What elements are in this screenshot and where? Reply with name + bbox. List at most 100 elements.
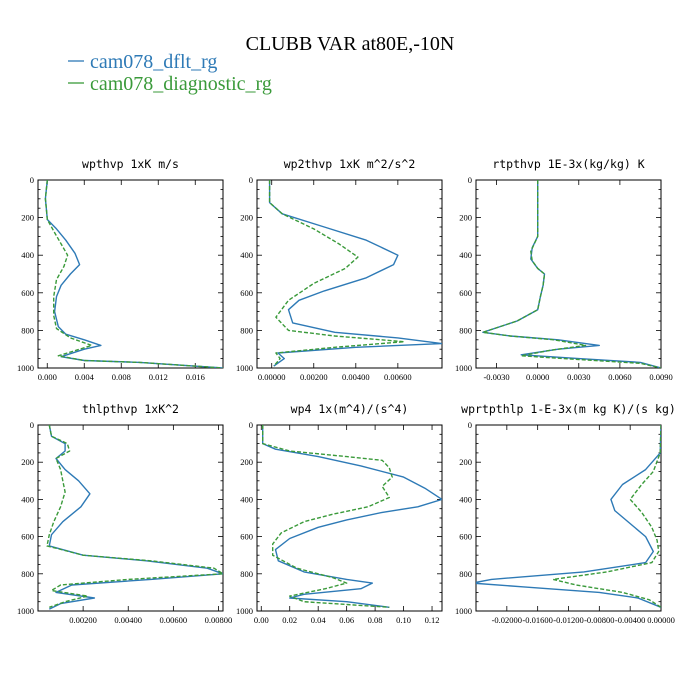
panel-3: thlpthvp 1xK^2 0 200 400 600 800 1000 0.00200 0.…	[17, 402, 232, 625]
panel-3-ytick-label: 400	[21, 494, 34, 504]
panel-3-ytick-label: 1000	[17, 606, 34, 616]
panel-0-xtick-label: 0.000	[38, 372, 57, 382]
panel-0-frame	[38, 180, 223, 368]
panel-1-xtick-label: 0.00600	[384, 372, 412, 382]
panel-4-xtick-label: 0.10	[396, 615, 411, 625]
panel-2-ytick-label: 200	[459, 213, 472, 223]
panel-3-title: thlpthvp 1xK^2	[82, 402, 179, 416]
panel-5-ytick-label: 800	[459, 569, 472, 579]
panel-4-ytick-label: 800	[240, 569, 253, 579]
panel-1-ytick-label: 1000	[236, 363, 253, 373]
panel-4-xtick-label: 0.00	[254, 615, 269, 625]
panel-2-ytick-label: 400	[459, 250, 472, 260]
panel-3-series-0	[49, 425, 223, 609]
panel-1-ytick-label: 400	[240, 250, 253, 260]
panel-2-ytick-label: 600	[459, 288, 472, 298]
panel-5-xtick-label: -0.01600	[522, 615, 552, 625]
panel-5-xtick-label: -0.00400	[615, 615, 645, 625]
panel-1-ytick-label: 800	[240, 325, 253, 335]
panel-5: wprtpthlp 1-E-3x(m kg K)/(s kg) 0 200 400 60…	[455, 402, 676, 625]
panel-3-ytick-label: 600	[21, 532, 34, 542]
panel-4-xtick-label: 0.06	[339, 615, 354, 625]
panel-3-ytick-label: 800	[21, 569, 34, 579]
panel-1-xtick-label: 0.00400	[342, 372, 370, 382]
legend-label-1: cam078_diagnostic_rg	[90, 73, 272, 95]
panel-2-series-1	[483, 180, 661, 368]
panel-0-ytick-label: 0	[30, 175, 34, 185]
panel-1-xtick-label: 0.00000	[258, 372, 286, 382]
panel-1-series-1	[270, 180, 405, 366]
panel-3-xtick-label: 0.00400	[114, 615, 142, 625]
panel-2-xtick-label: 0.0090	[649, 372, 672, 382]
panel-2-series-0	[483, 180, 661, 368]
panel-0-series-0	[45, 180, 223, 368]
panel-2-xtick-label: 0.0060	[608, 372, 631, 382]
panel-5-series-1	[553, 425, 661, 607]
panel-2-xtick-label: 0.0030	[567, 372, 590, 382]
panel-5-ytick-label: 200	[459, 457, 472, 467]
legend: cam078_dflt_rg cam078_diagnostic_rg	[68, 51, 272, 95]
panel-4-xtick-label: 0.02	[282, 615, 297, 625]
chart-title: CLUBB VAR at80E,-10N	[246, 33, 455, 55]
panel-1-series-0	[270, 180, 442, 366]
panel-2-xtick-label: 0.0000	[526, 372, 549, 382]
panel-4-ytick-label: 1000	[236, 606, 253, 616]
panel-0-xtick-label: 0.008	[112, 372, 131, 382]
panel-3-xtick-label: 0.00600	[160, 615, 188, 625]
panel-0-ytick-label: 600	[21, 288, 34, 298]
panel-3-frame	[38, 425, 223, 611]
panel-5-xtick-label: 0.00000	[647, 615, 675, 625]
panel-3-ytick-label: 200	[21, 457, 34, 467]
panel-2-xtick-label: -0.0030	[483, 372, 509, 382]
panel-2-ytick-label: 1000	[455, 363, 472, 373]
panel-0-title: wpthvp 1xK m/s	[82, 157, 179, 171]
panel-5-xtick-label: -0.00800	[584, 615, 614, 625]
panel-2-ytick-label: 800	[459, 325, 472, 335]
panel-1-ytick-label: 200	[240, 213, 253, 223]
panel-4-ytick-label: 0	[249, 420, 253, 430]
panel-0-xtick-label: 0.004	[75, 372, 95, 382]
panel-0-series-1	[45, 180, 223, 368]
panel-5-series-0	[472, 425, 661, 607]
panel-4-ytick-label: 200	[240, 457, 253, 467]
panel-5-xtick-label: -0.01200	[553, 615, 583, 625]
panel-2-ytick-label: 0	[468, 175, 472, 185]
panel-2: rtpthvp 1E-3x(kg/kg) K 0 200 400 600 800 1000 -…	[455, 157, 673, 382]
panel-5-title: wprtpthlp 1-E-3x(m kg K)/(s kg)	[461, 402, 676, 416]
panel-4-title: wp4 1x(m^4)/(s^4)	[291, 402, 409, 416]
figure: CLUBB VAR at80E,-10N cam078_dflt_rg cam0…	[0, 0, 700, 700]
panel-1-ytick-label: 0	[249, 175, 253, 185]
panel-5-ytick-label: 400	[459, 494, 472, 504]
panel-3-xtick-label: 0.00800	[205, 615, 233, 625]
legend-label-0: cam078_dflt_rg	[90, 51, 217, 73]
panel-5-ytick-label: 0	[468, 420, 472, 430]
panel-0-ytick-label: 800	[21, 325, 34, 335]
panel-3-ytick-label: 0	[30, 420, 34, 430]
panel-0-xtick-label: 0.016	[186, 372, 205, 382]
panel-5-ytick-label: 600	[459, 532, 472, 542]
panel-4-frame	[257, 425, 442, 611]
panel-0: wpthvp 1xK m/s 0 200 400 600 800 1000 0.000 0.00…	[17, 157, 223, 382]
panel-0-ytick-label: 1000	[17, 363, 34, 373]
panel-4-series-1	[263, 425, 393, 607]
panel-4-ytick-label: 400	[240, 494, 253, 504]
panel-0-ytick-label: 200	[21, 213, 34, 223]
panel-4-xtick-label: 0.08	[368, 615, 383, 625]
panel-0-xtick-label: 0.012	[149, 372, 168, 382]
panel-4-series-0	[263, 425, 442, 607]
panel-5-xtick-label: -0.02000	[492, 615, 522, 625]
panel-4-xtick-label: 0.04	[311, 615, 327, 625]
panel-0-ytick-label: 400	[21, 250, 34, 260]
panel-5-ytick-label: 1000	[455, 606, 472, 616]
panel-1-xtick-label: 0.00200	[300, 372, 328, 382]
panel-4-ytick-label: 600	[240, 532, 253, 542]
panel-1: wp2thvp 1xK m^2/s^2 0 200 400 600 800 1000 0.00…	[236, 157, 442, 382]
panel-1-title: wp2thvp 1xK m^2/s^2	[284, 157, 416, 171]
panel-3-xtick-label: 0.00200	[69, 615, 97, 625]
panel-1-ytick-label: 600	[240, 288, 253, 298]
panel-2-title: rtpthvp 1E-3x(kg/kg) K	[492, 157, 644, 171]
panel-2-frame	[476, 180, 661, 368]
panel-4-xtick-label: 0.12	[425, 615, 440, 625]
